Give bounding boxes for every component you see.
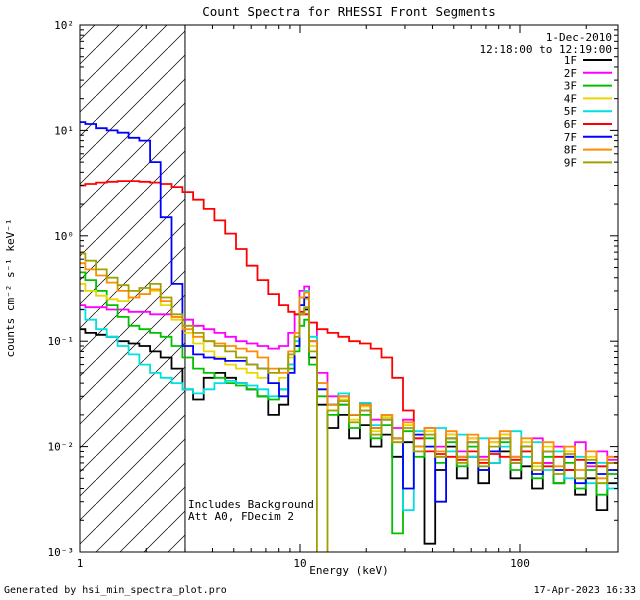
y-tick-label: 10⁰ (54, 230, 74, 243)
legend-label-4F: 4F (564, 92, 577, 105)
y-tick-label: 10² (54, 19, 74, 32)
y-tick-label: 10⁻² (48, 441, 75, 454)
legend-label-2F: 2F (564, 67, 577, 80)
footer-generator: Generated by hsi_min_spectra_plot.pro (4, 585, 227, 596)
x-tick-label: 1 (77, 557, 84, 570)
x-tick-label: 10 (293, 557, 306, 570)
legend-label-7F: 7F (564, 131, 577, 144)
series-9F (80, 252, 618, 552)
legend-label-8F: 8F (564, 144, 577, 157)
date-label: 1-Dec-2010 (546, 31, 612, 44)
y-tick-label: 10⁻¹ (48, 335, 75, 348)
plot-box (79, 24, 619, 553)
footer-timestamp: 17-Apr-2023 16:33 (534, 585, 636, 596)
time-range-label: 12:18:00 to 12:19:00 (480, 43, 612, 56)
y-tick-label: 10¹ (54, 124, 74, 137)
spectra-curves (80, 121, 618, 552)
hatch-fill (80, 25, 185, 552)
legend-label-6F: 6F (564, 118, 577, 131)
axes: 1 10 100 10² 10¹ 10⁰ 10⁻¹ 10⁻² 10⁻³ (48, 19, 619, 570)
chart-title: Count Spectra for RHESSI Front Segments (202, 4, 496, 19)
attenuator-note: Att A0, FDecim 2 (188, 510, 294, 523)
x-axis-label: Energy (keV) (309, 564, 388, 577)
invalid-energy-hatch-region (80, 25, 186, 552)
legend-label-3F: 3F (564, 80, 577, 93)
legend-label-5F: 5F (564, 105, 577, 118)
y-tick-label: 10⁻³ (48, 546, 75, 559)
legend-label-1F: 1F (564, 54, 577, 67)
legend-label-9F: 9F (564, 156, 577, 169)
background-note: Includes Background (188, 498, 314, 511)
x-tick-label: 100 (510, 557, 530, 570)
y-axis-label: counts cm⁻² s⁻¹ keV⁻¹ (4, 218, 17, 357)
